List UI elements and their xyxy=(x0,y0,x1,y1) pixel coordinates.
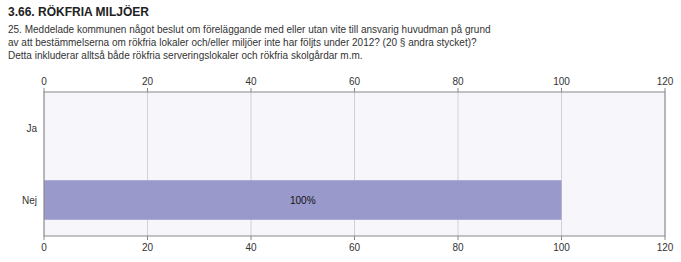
subtitle: av att bestämmelserna om rökfria lokaler… xyxy=(8,37,477,48)
tick-mark xyxy=(458,236,459,240)
data-label: 100% xyxy=(290,195,316,206)
tick-mark xyxy=(561,236,562,240)
tick-mark xyxy=(665,88,666,92)
x-tick-label: 20 xyxy=(142,242,154,253)
tick-mark xyxy=(354,88,355,92)
chart: 3.66. RÖKFRIA MILJÖER 25. Meddelade kommu… xyxy=(0,0,681,262)
chart-container: 3.66. RÖKFRIA MILJÖER 25. Meddelade kommu… xyxy=(0,0,681,262)
plot-background xyxy=(44,92,665,236)
tick-mark xyxy=(665,236,666,240)
tick-mark xyxy=(354,236,355,240)
tick-mark xyxy=(147,236,148,240)
x-tick-label-top: 120 xyxy=(657,76,674,87)
tick-mark xyxy=(251,88,252,92)
subtitle: Detta inkluderar alltså både rökfria ser… xyxy=(8,50,363,61)
y-tick-label: Ja xyxy=(26,123,37,134)
subtitle: 25. Meddelade kommunen något beslut om f… xyxy=(8,24,491,35)
x-tick-label: 100 xyxy=(553,242,570,253)
tick-mark xyxy=(458,88,459,92)
bars xyxy=(44,180,562,220)
x-tick-label-top: 20 xyxy=(142,76,154,87)
x-tick-label: 60 xyxy=(349,242,361,253)
x-tick-label: 120 xyxy=(657,242,674,253)
x-tick-label-top: 40 xyxy=(245,76,257,87)
x-tick-label-top: 80 xyxy=(452,76,464,87)
tick-mark xyxy=(561,88,562,92)
x-tick-label: 40 xyxy=(245,242,257,253)
tick-mark xyxy=(44,236,45,240)
y-tick-label: Nej xyxy=(22,195,37,206)
title: 3.66. RÖKFRIA MILJÖER xyxy=(8,4,149,19)
x-tick-label-top: 60 xyxy=(349,76,361,87)
x-tick-label: 80 xyxy=(452,242,464,253)
x-tick-label-top: 100 xyxy=(553,76,570,87)
bar xyxy=(44,180,562,220)
tick-mark xyxy=(147,88,148,92)
tick-mark xyxy=(44,88,45,92)
plot-frame xyxy=(44,92,665,236)
x-tick-label: 0 xyxy=(41,242,47,253)
tick-mark xyxy=(251,236,252,240)
x-tick-label-top: 0 xyxy=(41,76,47,87)
